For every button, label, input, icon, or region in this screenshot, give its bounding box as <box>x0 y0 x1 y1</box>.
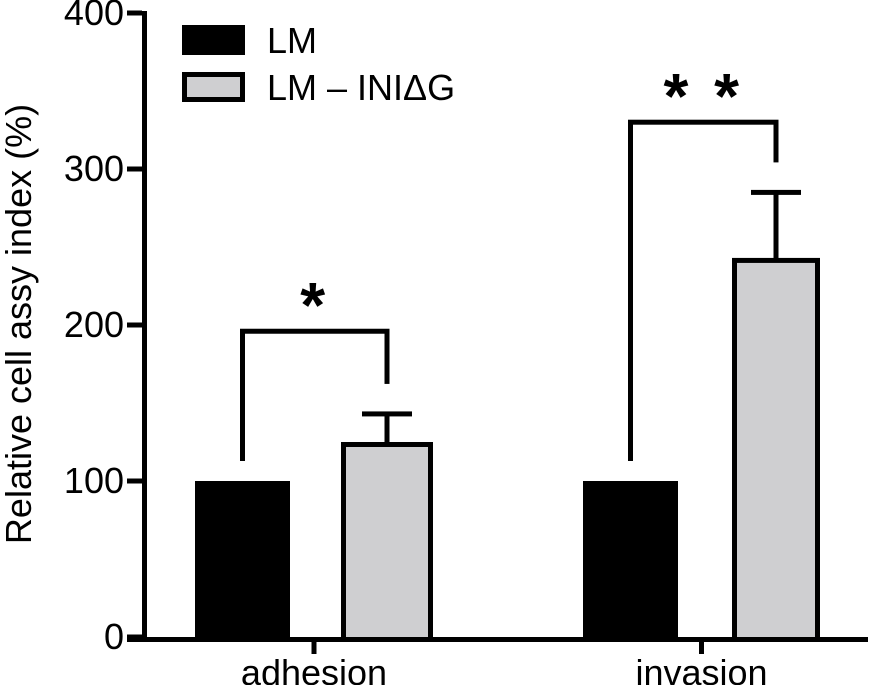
y-tick-label-0: 0 <box>103 616 124 657</box>
y-tick-label-400: 400 <box>63 0 124 33</box>
legend-swatch-lm-inidg <box>182 72 245 102</box>
y-tick-0 <box>127 634 142 640</box>
error-bar-adhesion <box>384 413 390 445</box>
y-tick-label-200: 200 <box>63 304 124 345</box>
x-tick-invasion <box>699 642 704 654</box>
bracket-adhesion-top <box>240 328 390 334</box>
y-tick-200 <box>127 322 142 328</box>
legend-swatch-lm <box>182 25 245 55</box>
y-tick-label-300: 300 <box>63 148 124 189</box>
y-tick-400 <box>127 10 142 16</box>
error-cap-adhesion <box>362 411 412 417</box>
bar-invasion-lm <box>583 481 678 642</box>
significance-stars-invasion: * * <box>663 60 744 133</box>
bar-adhesion-lm <box>195 481 290 642</box>
x-category-label-invasion: invasion <box>635 652 768 685</box>
legend-label-lm: LM <box>267 20 318 61</box>
bar-adhesion-lm-inidg <box>341 442 433 642</box>
bracket-invasion-top <box>628 119 779 125</box>
bar-invasion-lm-inidg <box>732 257 820 642</box>
bracket-invasion-right <box>773 122 779 163</box>
y-tick-100 <box>127 478 142 484</box>
y-tick-label-100: 100 <box>63 460 124 501</box>
significance-stars-adhesion: * <box>300 269 330 342</box>
bracket-invasion-left <box>628 122 633 461</box>
x-category-label-adhesion: adhesion <box>240 652 388 685</box>
error-cap-invasion <box>751 189 801 195</box>
bracket-adhesion-right <box>384 331 390 384</box>
x-tick-adhesion <box>311 642 317 654</box>
y-axis-line <box>142 11 147 642</box>
x-axis-line <box>127 637 868 642</box>
bracket-adhesion-left <box>240 331 245 461</box>
y-tick-300 <box>127 166 142 172</box>
error-bar-invasion <box>773 192 779 261</box>
legend-label-lm-inidg: LM – INIΔG <box>267 67 456 108</box>
